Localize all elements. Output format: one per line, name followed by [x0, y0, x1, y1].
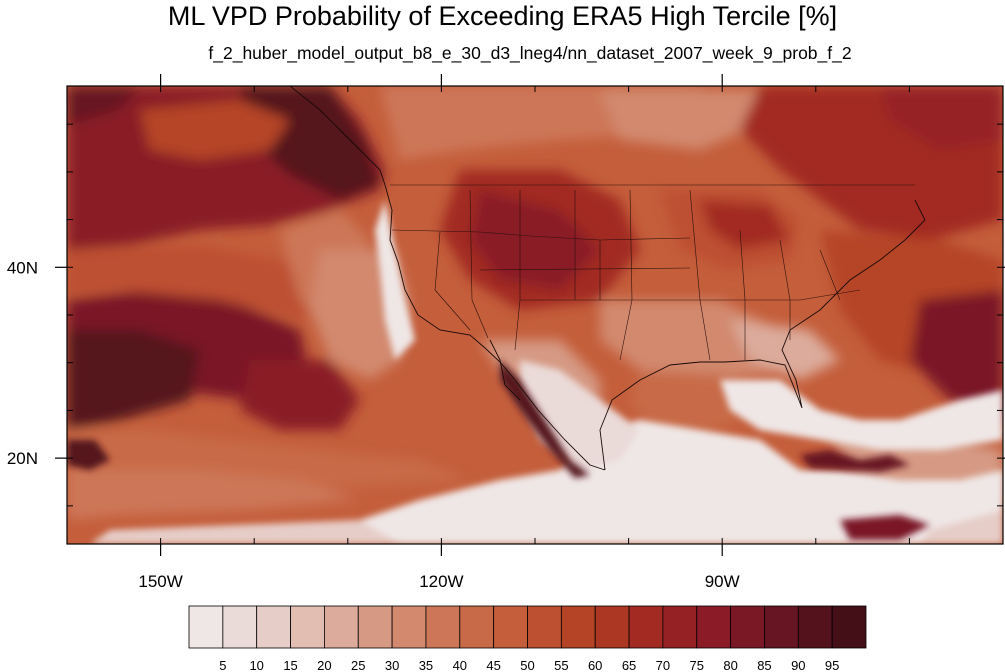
colorbar-label: 50 — [520, 658, 534, 672]
colorbar-swatch — [730, 605, 765, 649]
colorbar-swatch — [459, 605, 495, 649]
colorbar-swatch — [628, 605, 664, 649]
colorbar-label: 5 — [219, 658, 226, 672]
colorbar-swatch — [222, 605, 258, 649]
state-boundary-overlay — [390, 184, 915, 361]
map-field — [67, 86, 1003, 544]
colorbar-swatch — [256, 605, 291, 649]
colorbar-label: 85 — [757, 658, 771, 672]
colorbar-swatch — [560, 605, 596, 649]
field-patch-dark-atlantic — [910, 290, 1003, 420]
x-tick-label: 150W — [138, 572, 182, 591]
colorbar-label: 60 — [588, 658, 602, 672]
x-tick-label: 90W — [705, 572, 740, 591]
field-patch-light-california — [375, 200, 415, 360]
colorbar-label: 15 — [283, 658, 297, 672]
coastline-overlay — [289, 86, 926, 471]
colorbar-swatch — [357, 605, 393, 649]
chart-title: ML VPD Probability of Exceeding ERA5 Hig… — [167, 1, 838, 31]
colorbar: 5 10 15 20 25 30 35 40 45 50 55 60 65 70 75 80 85 90 95 — [188, 605, 867, 672]
colorbar-swatch — [188, 605, 224, 649]
colorbar-swatch — [594, 605, 630, 649]
colorbar-label: 75 — [690, 658, 704, 672]
colorbar-label: 30 — [385, 658, 399, 672]
x-tick-label: 120W — [419, 572, 463, 591]
colorbar-swatch — [797, 605, 833, 649]
colorbar-label: 10 — [249, 658, 263, 672]
colorbar-swatch — [391, 605, 427, 649]
colorbar-label: 90 — [791, 658, 805, 672]
colorbar-label: 95 — [825, 658, 839, 672]
colorbar-swatch — [290, 605, 325, 649]
colorbar-label: 25 — [351, 658, 365, 672]
colorbar-swatch — [493, 605, 528, 649]
chart-subtitle: f_2_huber_model_output_b8_e_30_d3_lneg4/… — [208, 43, 852, 63]
colorbar-label: 45 — [486, 658, 500, 672]
colorbar-label: 40 — [453, 658, 467, 672]
colorbar-label: 70 — [656, 658, 670, 672]
colorbar-swatch — [831, 605, 867, 649]
colorbar-label: 55 — [554, 658, 568, 672]
colorbar-swatch — [696, 605, 731, 649]
axis-layer: 150W 120W 90W 40N 20N — [7, 74, 1005, 591]
y-tick-label: 40N — [7, 258, 38, 277]
colorbar-swatch — [764, 605, 799, 649]
y-tick-label: 20N — [7, 449, 38, 468]
colorbar-swatch — [425, 605, 461, 649]
colorbar-swatch — [527, 605, 562, 649]
colorbar-swatch — [662, 605, 698, 649]
colorbar-label: 20 — [317, 658, 331, 672]
colorbar-swatch — [323, 605, 359, 649]
colorbar-label: 35 — [419, 658, 433, 672]
field-patch-light-tropics — [360, 420, 1003, 544]
colorbar-label: 80 — [723, 658, 737, 672]
colorbar-label: 65 — [622, 658, 636, 672]
